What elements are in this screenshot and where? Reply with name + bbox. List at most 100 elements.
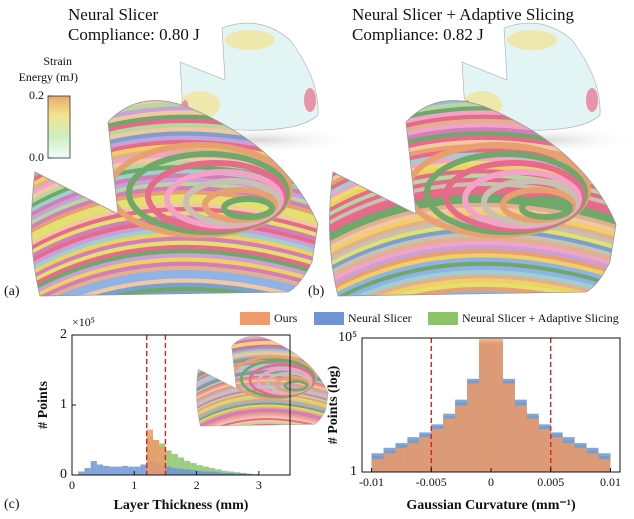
- histogram-bar: [78, 471, 85, 475]
- histogram-bar: [165, 450, 172, 475]
- layer: [196, 398, 329, 422]
- histogram-bar: [196, 465, 203, 475]
- layer: [329, 240, 616, 291]
- layer: [196, 406, 329, 427]
- x-axis-label: Gaussian Curvature (mm⁻¹): [406, 498, 576, 513]
- layer: [31, 236, 318, 287]
- layer: [126, 151, 290, 235]
- layer: [31, 282, 318, 296]
- layer: [257, 367, 313, 396]
- layer: [196, 422, 329, 427]
- layer: [31, 270, 318, 296]
- histogram-bar: [134, 466, 141, 475]
- panel-label: (a): [4, 284, 20, 299]
- histogram-bar: [215, 472, 222, 475]
- renders: [31, 22, 634, 427]
- layer: [239, 359, 316, 399]
- histogram-bar: [128, 466, 135, 475]
- layer: [266, 371, 312, 394]
- layer: [196, 423, 329, 427]
- y-tick-label: 10⁵: [338, 330, 357, 345]
- layer: [329, 274, 616, 296]
- legend-label: Neural Slicer: [348, 311, 412, 325]
- histogram-bar: [190, 470, 197, 475]
- layer: [31, 202, 318, 253]
- x-tick-label: 3: [256, 478, 262, 492]
- x-tick-label: 0.01: [600, 475, 621, 489]
- layer: [329, 261, 616, 296]
- histogram-bar: [502, 383, 515, 472]
- layer: [329, 257, 616, 296]
- panel-label: (b): [308, 284, 325, 299]
- colorbar-title: Energy (mJ): [19, 70, 78, 84]
- layer: [196, 416, 329, 427]
- outline: [329, 100, 617, 297]
- colorbar: [47, 95, 71, 159]
- histogram-bar: [221, 472, 228, 475]
- histogram-bar: [514, 405, 527, 472]
- layer: [248, 363, 315, 397]
- histogram-bar: [419, 437, 432, 472]
- layer: [196, 402, 329, 426]
- histogram-bar: [371, 459, 384, 472]
- layer: [329, 286, 616, 296]
- histogram-bar: [574, 447, 587, 472]
- y-multiplier: ×10⁵: [72, 315, 95, 329]
- histogram-bar: [177, 457, 185, 475]
- layer: [31, 286, 318, 296]
- histogram-bar: [171, 468, 178, 475]
- histogram-bar: [115, 466, 122, 475]
- outline: [196, 336, 329, 427]
- panel-title: Neural Slicer + Adaptive Slicing: [352, 5, 575, 24]
- histogram-bar: [407, 443, 420, 472]
- layer: [329, 253, 616, 296]
- histogram-bar: [165, 466, 172, 475]
- histogram-bar: [152, 440, 160, 475]
- histogram-bar: [140, 464, 147, 475]
- histogram-bar: [562, 443, 575, 472]
- layer: [196, 410, 329, 427]
- histogram-bar: [184, 469, 191, 475]
- layer: [329, 282, 616, 296]
- layer: [519, 196, 573, 220]
- histogram-bar: [233, 473, 241, 475]
- layer: [31, 261, 318, 296]
- render-patch: [507, 30, 557, 50]
- layer: [329, 265, 616, 296]
- layer: [31, 198, 318, 249]
- layer: [31, 244, 318, 295]
- x-tick-label: 1: [131, 478, 137, 492]
- panel-compliance: Compliance: 0.82 J: [352, 25, 484, 44]
- histogram-bar: [550, 437, 563, 472]
- layer: [329, 207, 616, 257]
- layer: [462, 169, 582, 229]
- histogram-bar: [209, 471, 216, 475]
- histogram-bar: [184, 461, 191, 475]
- render-patch: [225, 30, 275, 50]
- layer: [196, 412, 329, 427]
- layer: [329, 270, 616, 296]
- histogram-bar: [84, 468, 91, 475]
- histogram-bar: [121, 465, 129, 475]
- layer: [196, 404, 329, 427]
- colorbar-tick-label: 0.0: [29, 150, 44, 164]
- layer: [31, 253, 318, 296]
- y-tick-label: 1: [60, 397, 67, 412]
- histogram-bar: [177, 468, 185, 475]
- layer: [164, 169, 284, 229]
- layer: [31, 232, 318, 283]
- layer: [196, 408, 329, 427]
- histogram-bar: [491, 339, 503, 472]
- render-patch: [586, 88, 598, 112]
- histogram-bar: [598, 459, 611, 472]
- layer: [196, 379, 329, 403]
- histogram-bar: [227, 472, 234, 475]
- layer: [31, 265, 318, 296]
- x-tick-label: 2: [194, 478, 200, 492]
- colorbar-tick-label: 0.2: [29, 88, 44, 102]
- histogram-bar: [159, 447, 166, 475]
- layer: [196, 385, 329, 409]
- y-tick-label: 1: [350, 464, 357, 479]
- layer: [221, 196, 275, 220]
- histogram-bar: [190, 463, 197, 475]
